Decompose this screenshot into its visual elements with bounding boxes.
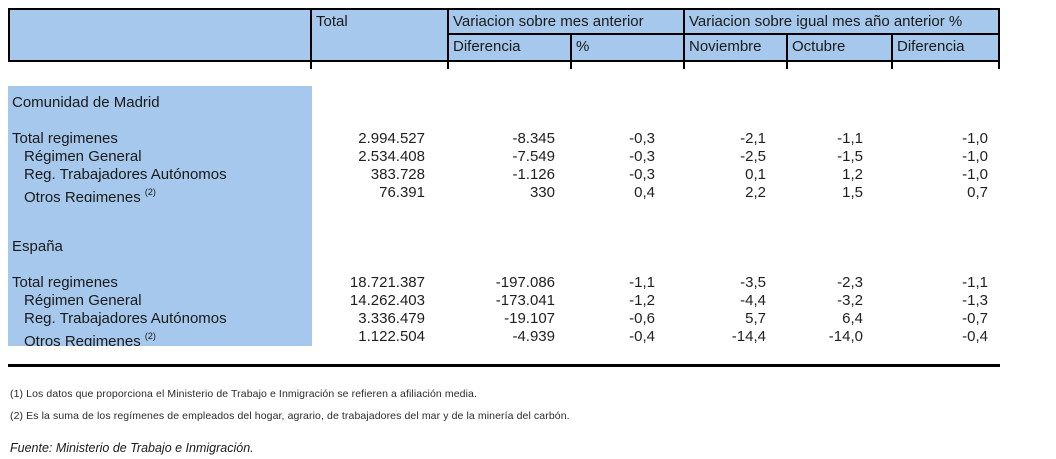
header-tick xyxy=(447,62,449,69)
cell-value: -0,6 xyxy=(629,310,655,327)
section-title-row: España xyxy=(8,238,1000,256)
spacer-row xyxy=(8,202,1000,220)
header-tick xyxy=(786,62,788,69)
footnote-1: (1) Los datos que proporciona el Ministe… xyxy=(10,388,477,400)
cell-value: -14,4 xyxy=(731,328,766,345)
header-tick xyxy=(891,62,893,69)
spacer-row xyxy=(8,112,1000,130)
table-row: Total regimenes 2.994.527 -8.345 -0,3 -2,1 -1… xyxy=(8,130,1000,148)
footnote-2: (2) Es la suma de los regímenes de emple… xyxy=(10,410,570,422)
cell-value: -0,3 xyxy=(629,166,655,183)
cell-value: 2.534.408 xyxy=(358,148,425,165)
cell-value: -1,3 xyxy=(962,292,988,309)
cell-value: -1,1 xyxy=(629,274,655,291)
cell-value: -173.041 xyxy=(495,292,555,309)
cell-value: 1.122.504 xyxy=(358,328,425,345)
cell-value: 5,7 xyxy=(745,310,766,327)
cell-value: -14,0 xyxy=(828,328,863,345)
cell-value: -1,0 xyxy=(962,166,988,183)
cell-value: 0,4 xyxy=(634,184,655,201)
table-row: Reg. Trabajadores Autónomos 3.336.479 -19.… xyxy=(8,310,1000,328)
cell-value: 6,4 xyxy=(842,310,863,327)
table-row: Otros Regimenes (2) 76.391 330 0,4 2,2 1,5 0,7 xyxy=(8,184,1000,202)
cell-value: -1,0 xyxy=(962,148,988,165)
header-tick xyxy=(310,62,312,69)
affiliation-table-header: Total Variacion sobre mes anterior Varia… xyxy=(8,8,1000,62)
cell-value: -1,5 xyxy=(837,148,863,165)
cell-value: -19.107 xyxy=(504,310,555,327)
cell-value: -0,4 xyxy=(962,328,988,345)
row-label: Total regimenes xyxy=(12,274,118,291)
cell-value: -3,2 xyxy=(837,292,863,309)
cell-value: 383.728 xyxy=(370,166,425,183)
cell-value: -2,3 xyxy=(837,274,863,291)
cell-value: -0,7 xyxy=(962,310,988,327)
cell-value: 1,2 xyxy=(842,166,863,183)
cell-value: 2.994.527 xyxy=(358,130,425,147)
cell-value: -0,3 xyxy=(629,130,655,147)
cell-value: 3.336.479 xyxy=(358,310,425,327)
row-label: Reg. Trabajadores Autónomos xyxy=(24,310,227,327)
header-cell-octubre: Octubre xyxy=(788,35,893,60)
cell-value: 76.391 xyxy=(379,184,425,201)
header-group-month-change: Variacion sobre mes anterior xyxy=(449,10,685,35)
cell-value: -1,1 xyxy=(962,274,988,291)
footnote-marker: (2) xyxy=(144,187,156,197)
header-cell-diferencia-month: Diferencia xyxy=(449,35,572,60)
row-label: Otros Regimenes (2) xyxy=(24,331,156,346)
cell-value: 2,2 xyxy=(745,184,766,201)
cell-value: -4,4 xyxy=(740,292,766,309)
cell-value: -7.549 xyxy=(512,148,555,165)
cell-value: -2,5 xyxy=(740,148,766,165)
section-title-row: Comunidad de Madrid xyxy=(8,94,1000,112)
label-column-background xyxy=(8,86,312,346)
table-row: Régimen General 2.534.408 -7.549 -0,3 -2,5 -1… xyxy=(8,148,1000,166)
header-cell-empty xyxy=(10,10,312,60)
table-row: Reg. Trabajadores Autónomos 383.728 -1.126… xyxy=(8,166,1000,184)
cell-value: -1,1 xyxy=(837,130,863,147)
table-row: Total regimenes 18.721.387 -197.086 -1,1 -3,… xyxy=(8,274,1000,292)
table-bottom-rule xyxy=(8,364,1000,367)
row-label: Total regimenes xyxy=(12,130,118,147)
header-cell-total: Total xyxy=(312,10,449,60)
header-group-year-change: Variacion sobre igual mes año anterior % xyxy=(685,10,998,35)
header-cell-noviembre: Noviembre xyxy=(685,35,788,60)
row-label: Reg. Trabajadores Autónomos xyxy=(24,166,227,183)
spacer-row xyxy=(8,256,1000,274)
header-tick xyxy=(683,62,685,69)
cell-value: 18.721.387 xyxy=(349,274,425,291)
header-tick xyxy=(570,62,572,69)
cell-value: -4.939 xyxy=(512,328,555,345)
section-title: Comunidad de Madrid xyxy=(12,94,160,111)
footnote-marker: (2) xyxy=(144,331,156,341)
cell-value: 0,1 xyxy=(745,166,766,183)
cell-value: -1.126 xyxy=(512,166,555,183)
table-body: Comunidad de Madrid Total regimenes 2.994.… xyxy=(8,86,1000,346)
spacer-row xyxy=(8,220,1000,238)
header-cell-percent: % xyxy=(572,35,685,60)
source-note: Fuente: Ministerio de Trabajo e Inmigrac… xyxy=(10,441,254,455)
section-title: España xyxy=(12,238,63,255)
cell-value: -8.345 xyxy=(512,130,555,147)
cell-value: 14.262.403 xyxy=(349,292,425,309)
cell-value: 330 xyxy=(529,184,555,201)
table-row: Régimen General 14.262.403 -173.041 -1,2 -4,… xyxy=(8,292,1000,310)
cell-value: 1,5 xyxy=(842,184,863,201)
cell-value: 0,7 xyxy=(967,184,988,201)
cell-value: -0,4 xyxy=(629,328,655,345)
header-tick xyxy=(998,62,1000,69)
cell-value: -2,1 xyxy=(740,130,766,147)
row-label: Régimen General xyxy=(24,292,142,309)
cell-value: -3,5 xyxy=(740,274,766,291)
cell-value: -0,3 xyxy=(629,148,655,165)
cell-value: -1,0 xyxy=(962,130,988,147)
row-label: Régimen General xyxy=(24,148,142,165)
header-cell-diferencia-year: Diferencia xyxy=(897,38,965,55)
row-label: Otros Regimenes (2) xyxy=(24,187,156,202)
table-row: Otros Regimenes (2) 1.122.504 -4.939 -0,4 -1… xyxy=(8,328,1000,346)
cell-value: -1,2 xyxy=(629,292,655,309)
cell-value: -197.086 xyxy=(495,274,555,291)
